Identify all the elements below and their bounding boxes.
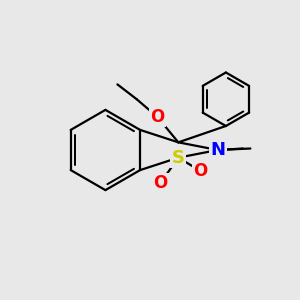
Text: O: O <box>153 174 168 192</box>
Text: N: N <box>210 141 225 159</box>
Text: O: O <box>150 108 165 126</box>
Text: S: S <box>172 149 185 167</box>
Text: O: O <box>194 162 208 180</box>
